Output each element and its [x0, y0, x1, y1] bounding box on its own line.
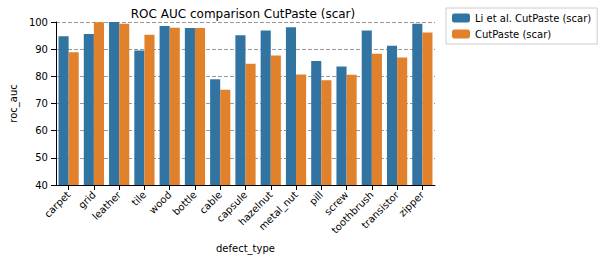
svg-text:60: 60	[35, 125, 48, 136]
svg-text:leather: leather	[90, 188, 124, 222]
svg-text:bottle: bottle	[170, 189, 198, 217]
svg-text:Li et al. CutPaste (scar): Li et al. CutPaste (scar)	[475, 13, 591, 24]
svg-text:toothbrush: toothbrush	[329, 189, 376, 236]
svg-text:wood: wood	[147, 189, 174, 216]
svg-text:screw: screw	[322, 189, 351, 218]
svg-text:defect_type: defect_type	[216, 243, 275, 255]
svg-text:100: 100	[29, 17, 48, 28]
svg-text:ROC AUC comparison CutPaste (s: ROC AUC comparison CutPaste (scar)	[131, 7, 355, 21]
svg-text:pill: pill	[307, 189, 325, 207]
svg-text:80: 80	[35, 71, 48, 82]
svg-text:capsule: capsule	[214, 189, 250, 224]
svg-text:grid: grid	[76, 189, 98, 211]
svg-text:zipper: zipper	[397, 188, 427, 218]
svg-text:90: 90	[35, 44, 48, 55]
svg-text:tile: tile	[129, 189, 148, 208]
svg-text:metal_nut: metal_nut	[257, 189, 301, 233]
svg-text:transistor: transistor	[359, 188, 401, 230]
svg-text:70: 70	[35, 98, 48, 109]
svg-text:carpet: carpet	[42, 189, 73, 220]
svg-text:roc_auc: roc_auc	[8, 84, 20, 122]
svg-text:CutPaste (scar): CutPaste (scar)	[475, 29, 551, 40]
svg-text:50: 50	[35, 152, 48, 163]
svg-text:cable: cable	[197, 189, 225, 216]
svg-text:hazelnut: hazelnut	[236, 189, 275, 228]
svg-text:40: 40	[35, 180, 48, 191]
